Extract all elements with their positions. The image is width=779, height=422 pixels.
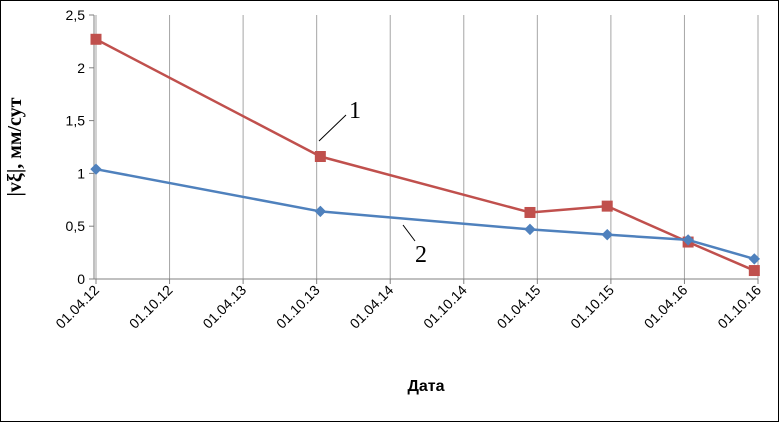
tick-labels: 0 0,5 1 1,5 2 2,5 01.04.12 01.10.12 01.04.13 01.1… bbox=[52, 7, 764, 332]
x-tick-label: 01.10.13 bbox=[273, 282, 323, 332]
data-point-series-1 bbox=[524, 206, 536, 218]
y-tick-label: 1,5 bbox=[66, 113, 86, 129]
y-tick-label: 0 bbox=[77, 271, 85, 287]
data-point-series-2 bbox=[90, 163, 102, 175]
annotation-label-2: 2 bbox=[415, 242, 427, 268]
x-tick-label: 01.04.16 bbox=[641, 282, 691, 332]
data-point-series-1 bbox=[601, 200, 613, 212]
x-tick-label: 01.10.14 bbox=[420, 282, 470, 332]
series-line-1 bbox=[95, 38, 755, 272]
y-tick-label: 0,5 bbox=[66, 218, 86, 234]
y-tick-label: 1 bbox=[77, 165, 85, 181]
annotation-leader-1 bbox=[318, 114, 347, 142]
data-point-series-2 bbox=[748, 253, 761, 265]
y-axis-label: |vξ|, мм/сут bbox=[4, 97, 26, 196]
y-tick-label: 2,5 bbox=[66, 7, 86, 23]
data-point-series-2 bbox=[682, 234, 694, 246]
x-tick-label: 01.04.14 bbox=[346, 282, 396, 332]
x-tick-label: 01.04.13 bbox=[199, 282, 249, 332]
data-point-series-2 bbox=[601, 228, 613, 241]
annotation-label-1: 1 bbox=[349, 98, 361, 124]
data-point-series-2 bbox=[524, 223, 536, 236]
y-tick-label: 2 bbox=[77, 60, 85, 76]
annotations: 12 bbox=[318, 98, 427, 268]
series-line-2 bbox=[95, 167, 755, 261]
series-group bbox=[90, 33, 761, 277]
data-point-series-2 bbox=[314, 205, 327, 218]
x-tick-label: 01.10.16 bbox=[714, 282, 764, 332]
grid-lines bbox=[95, 15, 759, 279]
x-axis-label: Дата bbox=[407, 378, 444, 395]
data-point-series-1 bbox=[314, 151, 326, 163]
axes bbox=[89, 14, 759, 284]
data-point-series-1 bbox=[90, 33, 102, 45]
annotation-leader-2 bbox=[402, 224, 416, 242]
x-tick-label: 01.10.15 bbox=[567, 282, 617, 332]
x-tick-label: 01.10.12 bbox=[126, 282, 176, 332]
x-tick-label: 01.04.12 bbox=[52, 282, 102, 332]
x-tick-label: 01.04.15 bbox=[494, 282, 544, 332]
data-point-series-1 bbox=[748, 265, 760, 277]
